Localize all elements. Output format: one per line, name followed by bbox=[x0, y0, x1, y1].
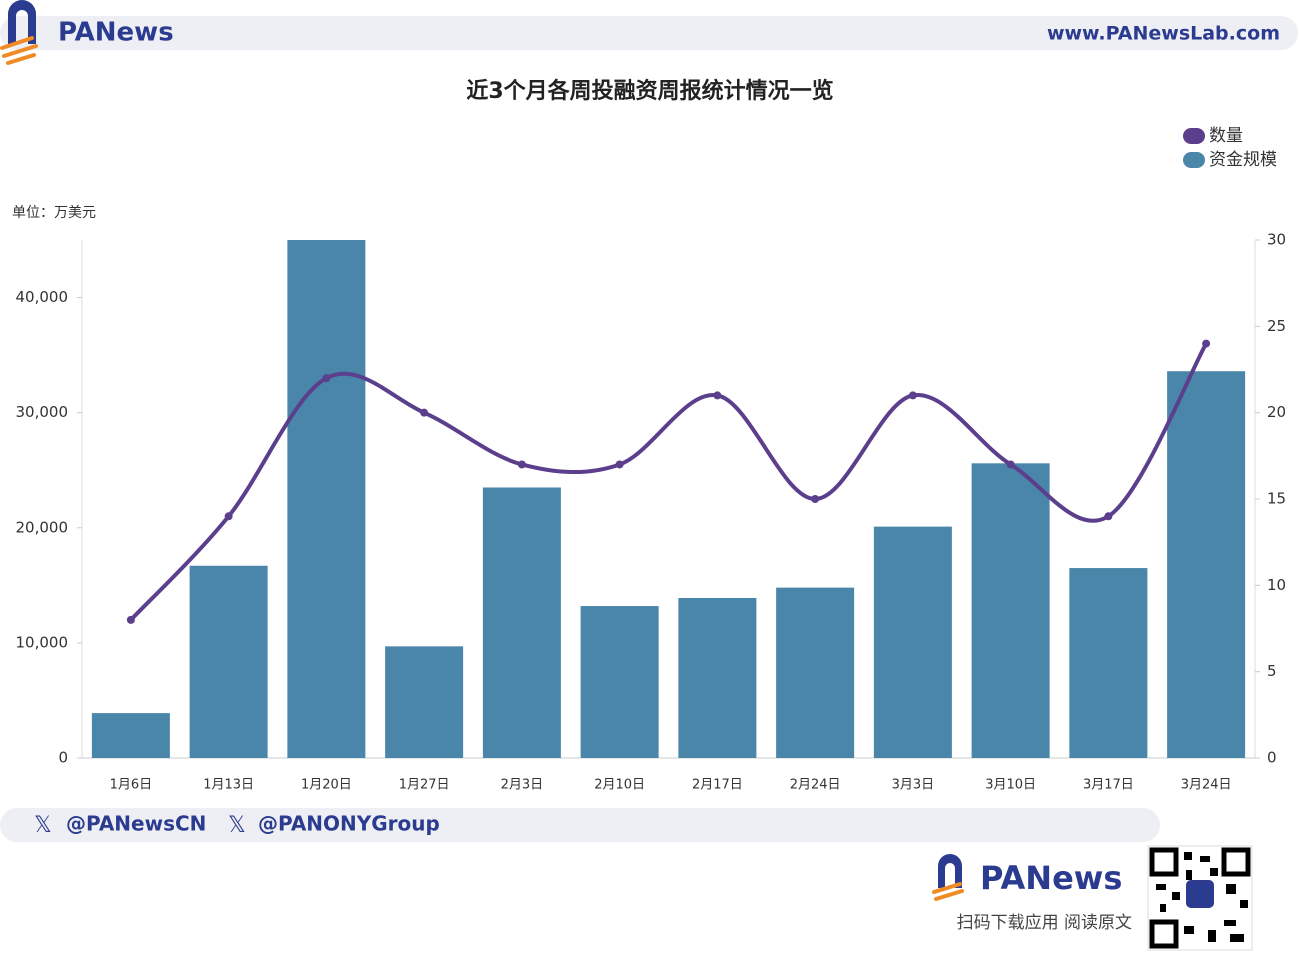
point bbox=[615, 460, 624, 469]
bar bbox=[1069, 568, 1148, 758]
header-band bbox=[0, 16, 1298, 50]
x-tick-label: 1月6日 bbox=[110, 778, 153, 793]
legend-swatch bbox=[1183, 128, 1205, 144]
x-tick-label: 1月27日 bbox=[399, 778, 450, 793]
point bbox=[517, 460, 526, 469]
bar bbox=[91, 713, 170, 758]
x-logo: 𝕏 bbox=[34, 813, 52, 838]
bar bbox=[482, 487, 561, 758]
x-tick-label: 3月3日 bbox=[892, 778, 935, 793]
point bbox=[420, 408, 429, 417]
y-tick-label: 40,000 bbox=[16, 288, 69, 306]
y2-tick-label: 30 bbox=[1267, 231, 1286, 249]
x-logo: 𝕏 bbox=[228, 813, 246, 838]
footer-logo-icon bbox=[932, 854, 964, 901]
y2-tick-label: 5 bbox=[1267, 662, 1277, 680]
y-tick-label: 0 bbox=[58, 749, 68, 767]
x-tick-label: 3月17日 bbox=[1083, 778, 1134, 793]
point bbox=[908, 391, 917, 400]
legend-label: 数量 bbox=[1209, 126, 1243, 146]
line bbox=[129, 342, 1208, 622]
x-tick-label: 3月10日 bbox=[985, 778, 1036, 793]
point bbox=[224, 512, 233, 521]
bar bbox=[287, 240, 366, 758]
x-tick-label: 1月20日 bbox=[301, 778, 352, 793]
y-tick-label: 30,000 bbox=[16, 403, 69, 421]
point bbox=[811, 495, 820, 503]
footer-cta: 扫码下载应用 阅读原文 bbox=[957, 913, 1132, 933]
bar bbox=[580, 606, 659, 758]
point bbox=[1104, 512, 1113, 521]
point bbox=[713, 391, 722, 400]
y2-tick-label: 0 bbox=[1267, 749, 1277, 767]
site-url[interactable]: www.PANewsLab.com bbox=[1047, 23, 1280, 45]
x-tick-label: 2月24日 bbox=[790, 778, 841, 793]
bar bbox=[189, 565, 268, 758]
plot: 0 10,000 20,000 30,000 40,000 0 5 10 15 20 25 30 1月6… bbox=[16, 231, 1287, 793]
x-tick-label: 3月24日 bbox=[1181, 778, 1232, 793]
bar bbox=[873, 526, 952, 758]
legend-swatch bbox=[1183, 152, 1205, 168]
x-tick-label: 2月3日 bbox=[501, 778, 544, 793]
bar bbox=[678, 597, 757, 758]
point bbox=[322, 374, 331, 383]
handle[interactable]: @PANONYGroup bbox=[258, 812, 440, 836]
legend-label: 资金规模 bbox=[1209, 150, 1277, 170]
bar bbox=[385, 646, 464, 758]
chart-title: 近3个月各周投融资周报统计情况一览 bbox=[466, 78, 833, 104]
qr-code[interactable] bbox=[1147, 845, 1253, 951]
y2-tick-label: 25 bbox=[1267, 317, 1286, 335]
x-tick-label: 2月17日 bbox=[692, 778, 743, 793]
logo-icon bbox=[0, 0, 38, 65]
y-tick-label: 20,000 bbox=[16, 518, 69, 536]
x-tick-label: 1月13日 bbox=[203, 778, 254, 793]
y2-tick-label: 10 bbox=[1267, 576, 1286, 594]
bar bbox=[776, 587, 855, 758]
point bbox=[1006, 460, 1015, 469]
y-axis-label: 单位：万美元 bbox=[12, 205, 96, 221]
footer-brand: PANews bbox=[980, 859, 1122, 897]
y2-tick-label: 20 bbox=[1267, 403, 1286, 421]
bar bbox=[1167, 371, 1246, 758]
y2-tick-label: 15 bbox=[1267, 490, 1286, 508]
brand: PANews bbox=[58, 18, 174, 48]
handle[interactable]: @PANewsCN bbox=[66, 812, 206, 836]
point bbox=[1202, 339, 1211, 348]
x-tick-label: 2月10日 bbox=[594, 778, 645, 793]
point bbox=[126, 615, 135, 624]
bar bbox=[971, 463, 1050, 758]
y-tick-label: 10,000 bbox=[16, 633, 69, 651]
footer-band bbox=[0, 808, 1160, 842]
